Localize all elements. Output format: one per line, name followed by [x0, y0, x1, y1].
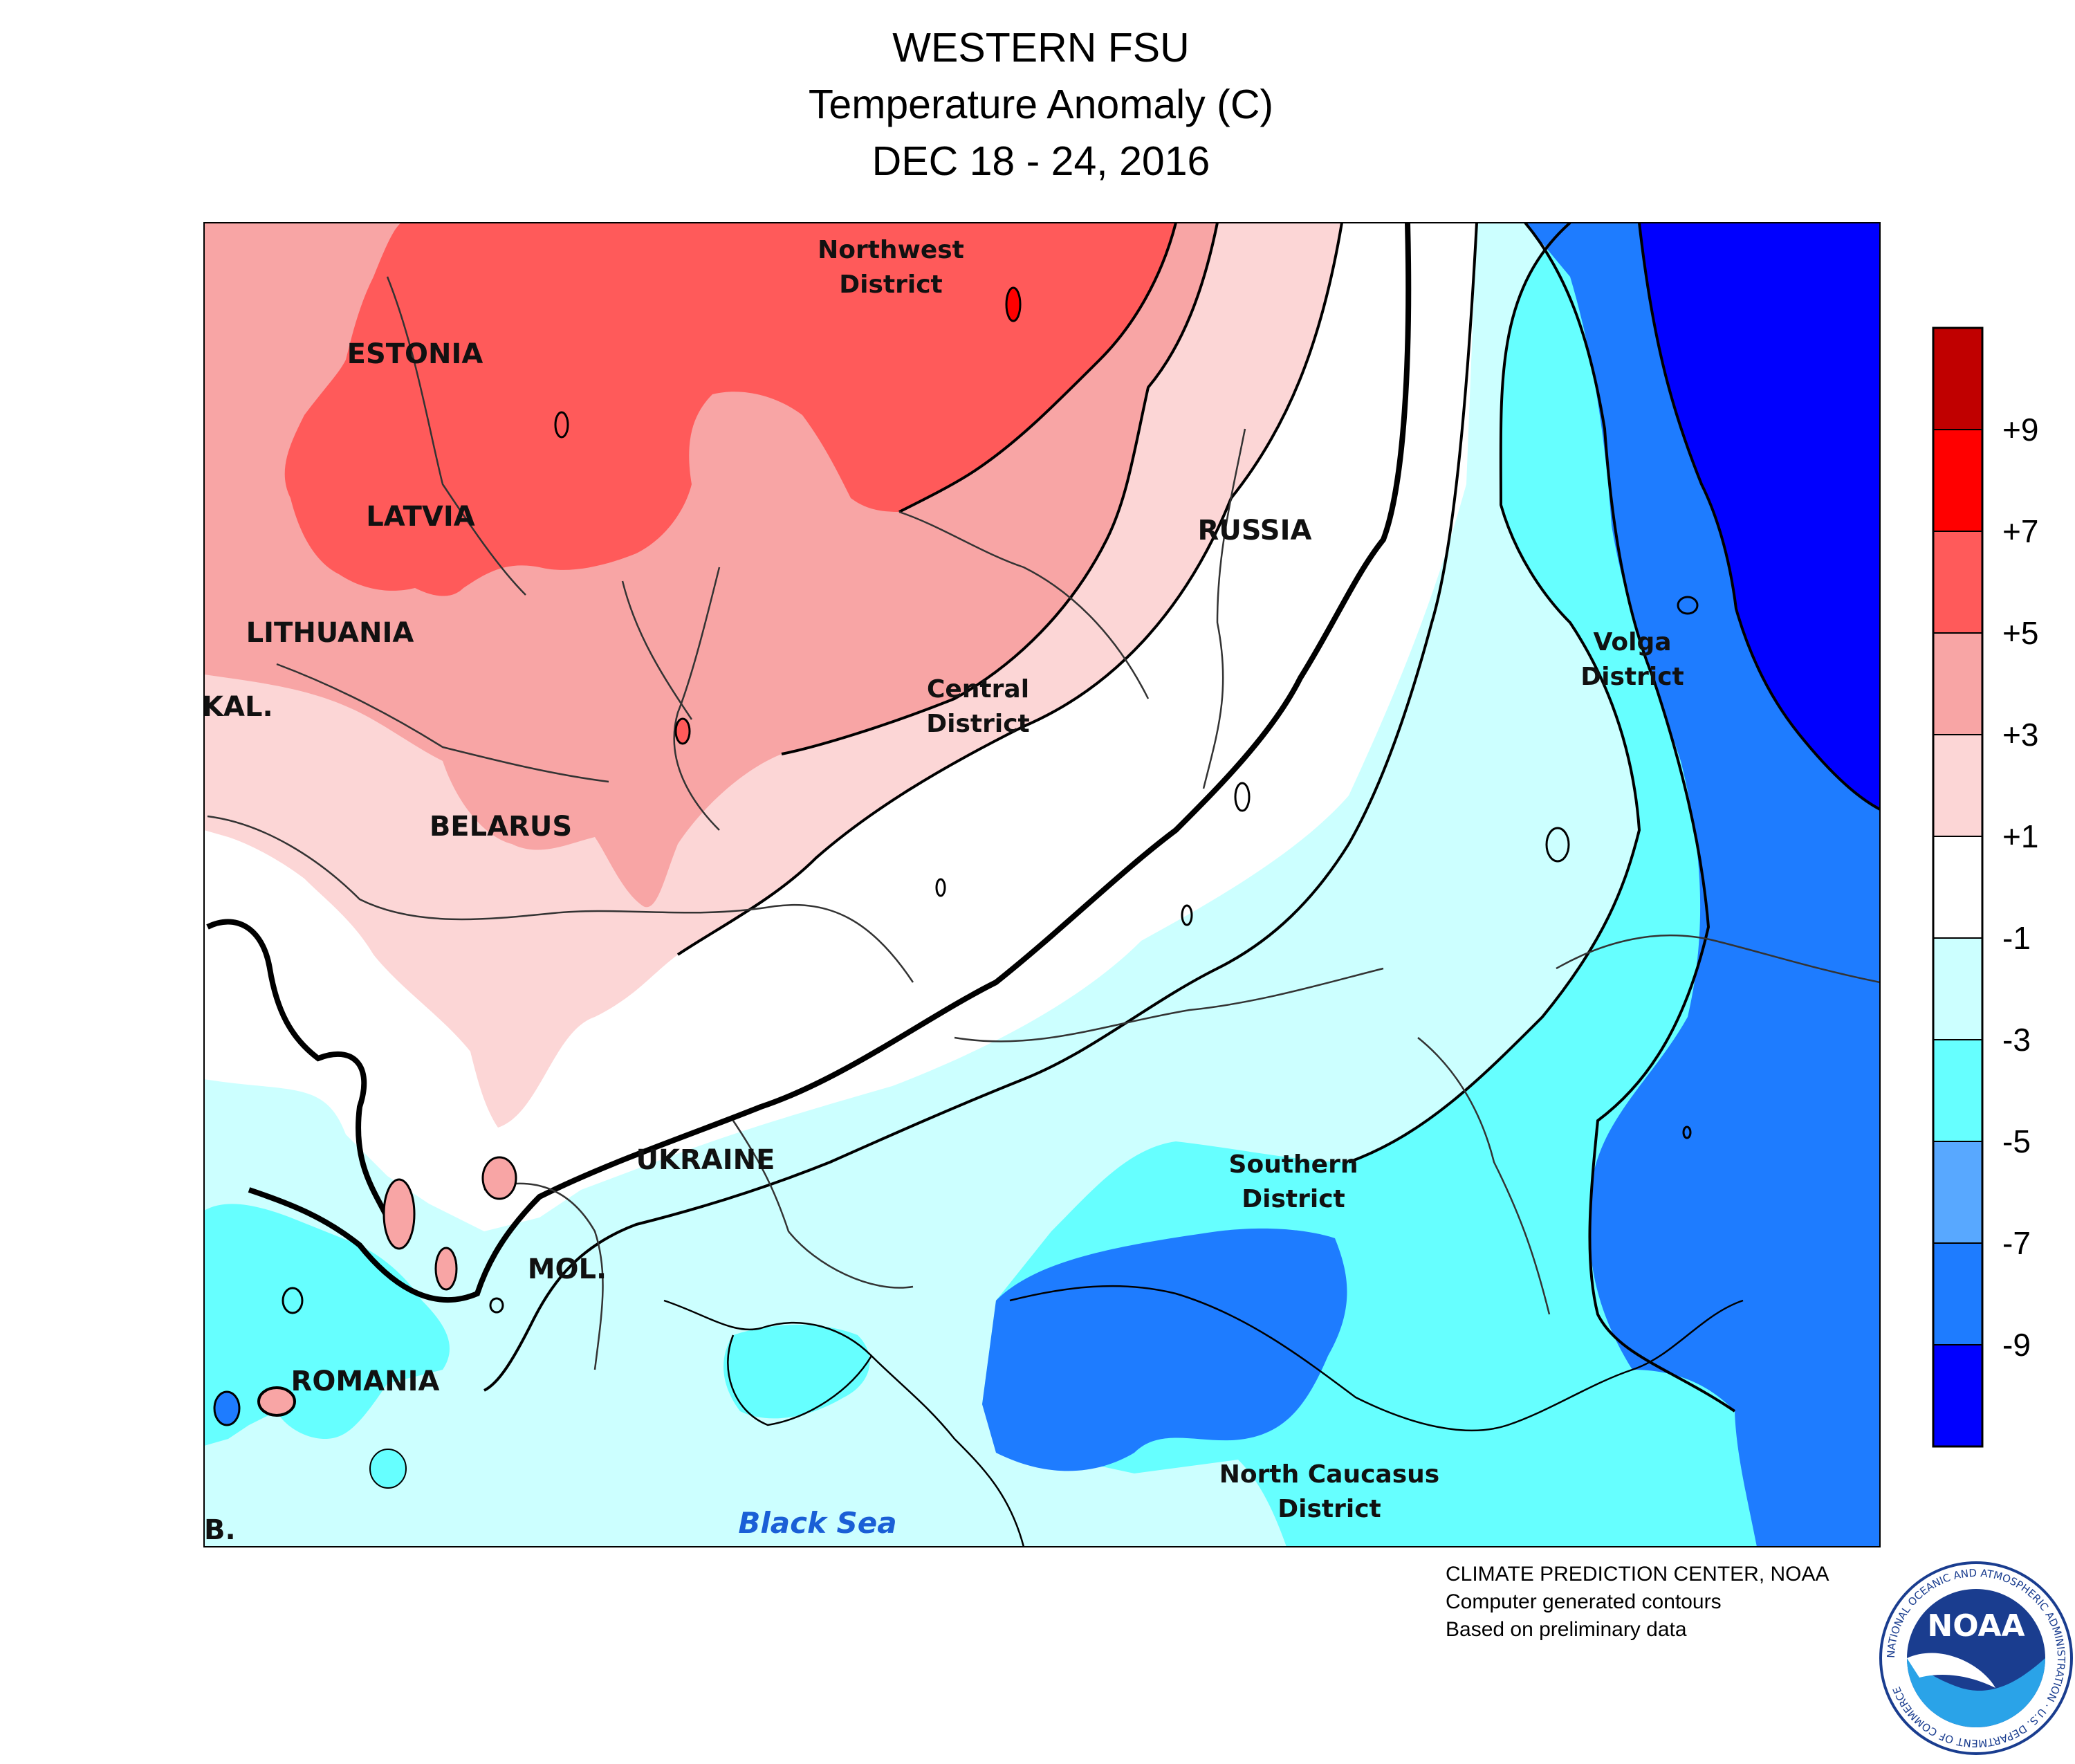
legend-swatch: [1933, 531, 1983, 634]
legend-swatch: [1933, 1039, 1983, 1142]
legend-tick-label: -1: [2002, 920, 2031, 956]
closed-contour: [1234, 782, 1251, 812]
legend-swatch: [1933, 1344, 1983, 1447]
legend-swatch: [1933, 632, 1983, 735]
legend-tick-label: +5: [2002, 615, 2038, 651]
closed-contour: [1682, 1126, 1692, 1139]
legend-swatch: [1933, 429, 1983, 532]
legend-swatch: [1933, 836, 1983, 939]
label-lithuania: LITHUANIA: [246, 617, 414, 649]
legend-swatch: [1933, 734, 1983, 837]
map-frame: [203, 222, 1881, 1547]
map-period: DEC 18 - 24, 2016: [872, 138, 1210, 184]
label-ukraine: UKRAINE: [636, 1144, 775, 1176]
band-minus4-south-west: [204, 1204, 450, 1446]
label-northwest-district-2: District: [839, 270, 943, 299]
title-block: WESTERN FSU Temperature Anomaly (C) DEC …: [0, 19, 2075, 190]
closed-contour: [935, 878, 946, 897]
label-southern-district-2: District: [1242, 1185, 1345, 1213]
closed-contour: [554, 411, 569, 439]
closed-contour: [674, 717, 691, 745]
band-below-minus8: [1639, 223, 1880, 809]
map-subtitle: Temperature Anomaly (C): [808, 82, 1274, 127]
noaa-logo: NOAA NATIONAL OCEANIC AND ATMOSPHERIC AD…: [1879, 1561, 2073, 1755]
label-bulgaria: B.: [204, 1514, 236, 1546]
legend-tick-label: +9: [2002, 412, 2038, 448]
closed-contour: [1545, 827, 1570, 863]
label-black-sea: Black Sea: [738, 1506, 896, 1540]
contour-lines: [483, 223, 1880, 1413]
label-volga-district-1: Volga: [1593, 628, 1671, 656]
label-belarus: BELARUS: [430, 811, 572, 843]
closed-contour: [213, 1390, 241, 1426]
legend-tick-label: +3: [2002, 717, 2038, 753]
border-lines: [207, 276, 1880, 1370]
label-russia: RUSSIA: [1198, 515, 1312, 546]
label-volga-district-2: District: [1580, 663, 1684, 691]
closed-contour: [489, 1297, 504, 1314]
label-north-caucasus-district-1: North Caucasus: [1219, 1460, 1439, 1489]
label-latvia: LATVIA: [366, 501, 474, 533]
legend-frame: [1932, 327, 1984, 1448]
credits: CLIMATE PREDICTION CENTER, NOAA Computer…: [1446, 1561, 1829, 1644]
label-central-district-2: District: [926, 710, 1030, 738]
legend-tick-label: -7: [2002, 1225, 2031, 1261]
legend-tick-label: -3: [2002, 1022, 2031, 1058]
closed-contour: [434, 1247, 458, 1291]
legend-tick-label: +1: [2002, 818, 2038, 854]
color-legend: +9 +7 +5 +3 +1 -1 -3 -5 -7 -9: [1932, 327, 2038, 1448]
label-romania: ROMANIA: [291, 1366, 440, 1397]
zero-contour: [206, 223, 1412, 1303]
closed-contour: [1181, 904, 1193, 926]
closed-contour: [257, 1386, 296, 1417]
label-estonia: ESTONIA: [347, 338, 483, 370]
map-title: WESTERN FSU: [892, 25, 1190, 71]
label-kaliningrad: KAL.: [202, 691, 273, 723]
legend-swatch: [1933, 937, 1983, 1040]
label-northwest-district-1: Northwest: [818, 236, 964, 264]
legend-swatch: [1933, 1141, 1983, 1244]
noaa-logo-text: NOAA: [1927, 1608, 2025, 1644]
label-moldova: MOL.: [528, 1253, 607, 1285]
legend-swatch: [1933, 327, 1983, 430]
credit-line-1: CLIMATE PREDICTION CENTER, NOAA: [1446, 1563, 1829, 1586]
band-6to8: [284, 223, 1177, 596]
coast-lines: [663, 1285, 1744, 1547]
credit-line-3: Based on preliminary data: [1446, 1618, 1687, 1641]
label-north-caucasus-district-2: District: [1278, 1495, 1381, 1523]
contour-layers: [204, 223, 1880, 1547]
closed-contour: [1677, 596, 1699, 615]
closed-contour: [382, 1178, 416, 1250]
legend-tick-label: +7: [2002, 513, 2038, 549]
legend-tick-label: -5: [2002, 1123, 2031, 1159]
legend-tick-label: -9: [2002, 1327, 2031, 1363]
label-central-district-1: Central: [927, 675, 1029, 704]
band-8plus-spot: [1005, 286, 1022, 322]
region-labels: ESTONIA LATVIA LITHUANIA KAL. BELARUS UK…: [202, 236, 1684, 1546]
legend-swatch: [1933, 1242, 1983, 1345]
band-minus4-crimea: [723, 1325, 870, 1419]
closed-contour: [369, 1449, 407, 1489]
closed-contour: [481, 1156, 517, 1200]
credit-line-2: Computer generated contours: [1446, 1590, 1722, 1613]
closed-contour: [282, 1287, 304, 1314]
label-southern-district-1: Southern: [1229, 1150, 1358, 1179]
